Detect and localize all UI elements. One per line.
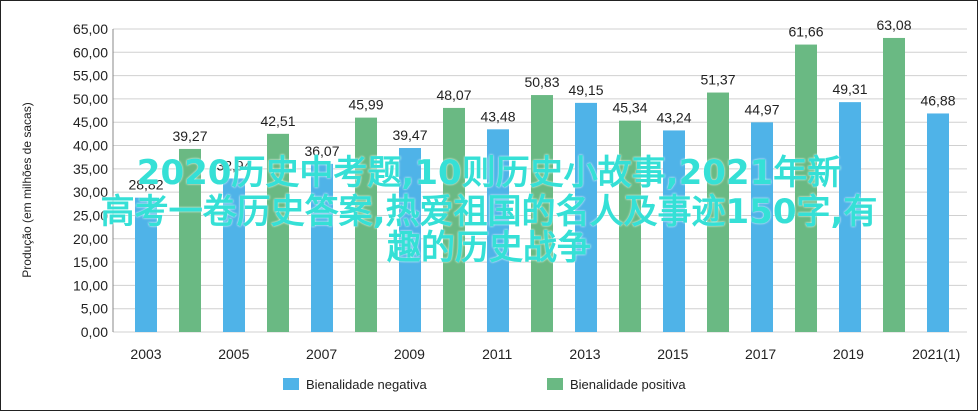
overlay-text-line-2: 高考一卷历史答案,热爱祖国的名人及事迹150字,有: [100, 192, 878, 232]
x-tick-label: 2003: [130, 346, 161, 362]
bar-bienalidade-positiva: [531, 95, 553, 332]
y-tick-label: 45,00: [73, 114, 108, 130]
data-label: 61,66: [788, 24, 823, 40]
y-axis-label: Produção (em milhões de sacas): [20, 102, 34, 277]
data-label: 42,51: [260, 113, 295, 129]
data-label: 45,99: [348, 97, 383, 113]
y-tick-label: 15,00: [73, 254, 108, 270]
x-tick-label: 2017: [745, 346, 776, 362]
bar-bienalidade-positiva: [619, 120, 641, 332]
data-label: 49,15: [568, 82, 603, 98]
bars: [135, 37, 949, 333]
legend-swatch: [283, 378, 299, 390]
legend-label: Bienalidade positiva: [570, 377, 686, 392]
data-label: 28,82: [128, 177, 163, 193]
bar-bienalidade-negativa: [751, 122, 773, 333]
y-tick-label: 40,00: [73, 138, 108, 154]
axis-ticks: 0,00 5,00 10,00 15,00 20,00 25,00 30,00 35,00 40…: [73, 21, 960, 362]
data-label: 39,47: [392, 127, 427, 143]
bar-bienalidade-negativa: [839, 102, 861, 332]
x-tick-label: 2007: [306, 346, 337, 362]
bar-bienalidade-negativa: [399, 148, 421, 332]
y-tick-label: 20,00: [73, 231, 108, 247]
x-tick-label: 2019: [833, 346, 864, 362]
y-tick-label: 5,00: [81, 301, 108, 317]
overlay-text-line-1: 2020历史中考题,10则历史小故事,2021年新: [136, 153, 842, 193]
bar-bienalidade-negativa: [487, 129, 509, 332]
data-label: 45,34: [612, 100, 647, 116]
bar-bienalidade-positiva: [355, 117, 377, 332]
x-tick-label: 2009: [394, 346, 425, 362]
y-tick-label: 30,00: [73, 184, 108, 200]
x-tick-label: 2011: [482, 346, 512, 362]
bar-bienalidade-positiva: [795, 44, 817, 332]
data-label: 46,88: [920, 92, 955, 108]
data-label: 44,97: [744, 101, 779, 117]
y-tick-label: 65,00: [73, 21, 108, 37]
bar-bienalidade-negativa: [223, 178, 245, 332]
y-tick-label: 35,00: [73, 161, 108, 177]
data-label: 43,48: [480, 108, 515, 124]
data-label: 43,24: [656, 109, 691, 125]
data-label: 39,27: [172, 128, 207, 144]
y-tick-label: 60,00: [73, 44, 108, 60]
bar-bienalidade-negativa: [311, 163, 333, 332]
bar-bienalidade-negativa: [663, 130, 685, 332]
data-label: 50,83: [524, 74, 559, 90]
y-tick-label: 0,00: [81, 324, 108, 340]
data-labels: 28,82 39,27 32,94 42,51 36,07 45,99 39,47 48,07…: [128, 17, 955, 193]
y-tick-label: 25,00: [73, 207, 108, 223]
legend-label: Bienalidade negativa: [306, 377, 427, 392]
data-label: 51,37: [700, 72, 735, 88]
x-tick-label: 2015: [657, 346, 688, 362]
legend: Bienalidade negativa Bienalidade positiva: [283, 377, 686, 392]
bar-bienalidade-positiva: [267, 133, 289, 332]
data-label: 49,31: [832, 81, 867, 97]
y-tick-label: 50,00: [73, 91, 108, 107]
x-tick-label: 2013: [569, 346, 600, 362]
data-label: 32,94: [216, 157, 251, 173]
bar-bienalidade-positiva: [179, 148, 201, 332]
bar-bienalidade-positiva: [883, 37, 905, 332]
data-label: 36,07: [304, 143, 339, 159]
y-tick-label: 55,00: [73, 68, 108, 84]
x-tick-label: 2005: [218, 346, 249, 362]
overlay-text-line-3: 趣的历史战争: [387, 228, 591, 268]
bar-bienalidade-positiva: [707, 92, 729, 332]
bar-bienalidade-positiva: [443, 107, 465, 332]
bar-bienalidade-negativa: [575, 102, 597, 333]
data-label: 63,08: [876, 17, 911, 33]
y-tick-label: 10,00: [73, 277, 108, 293]
bar-bienalidade-negativa: [927, 113, 949, 333]
data-label: 48,07: [436, 87, 471, 103]
legend-swatch: [547, 378, 563, 390]
x-tick-label: 2021(1): [912, 346, 960, 362]
bar-bienalidade-negativa: [135, 197, 157, 332]
